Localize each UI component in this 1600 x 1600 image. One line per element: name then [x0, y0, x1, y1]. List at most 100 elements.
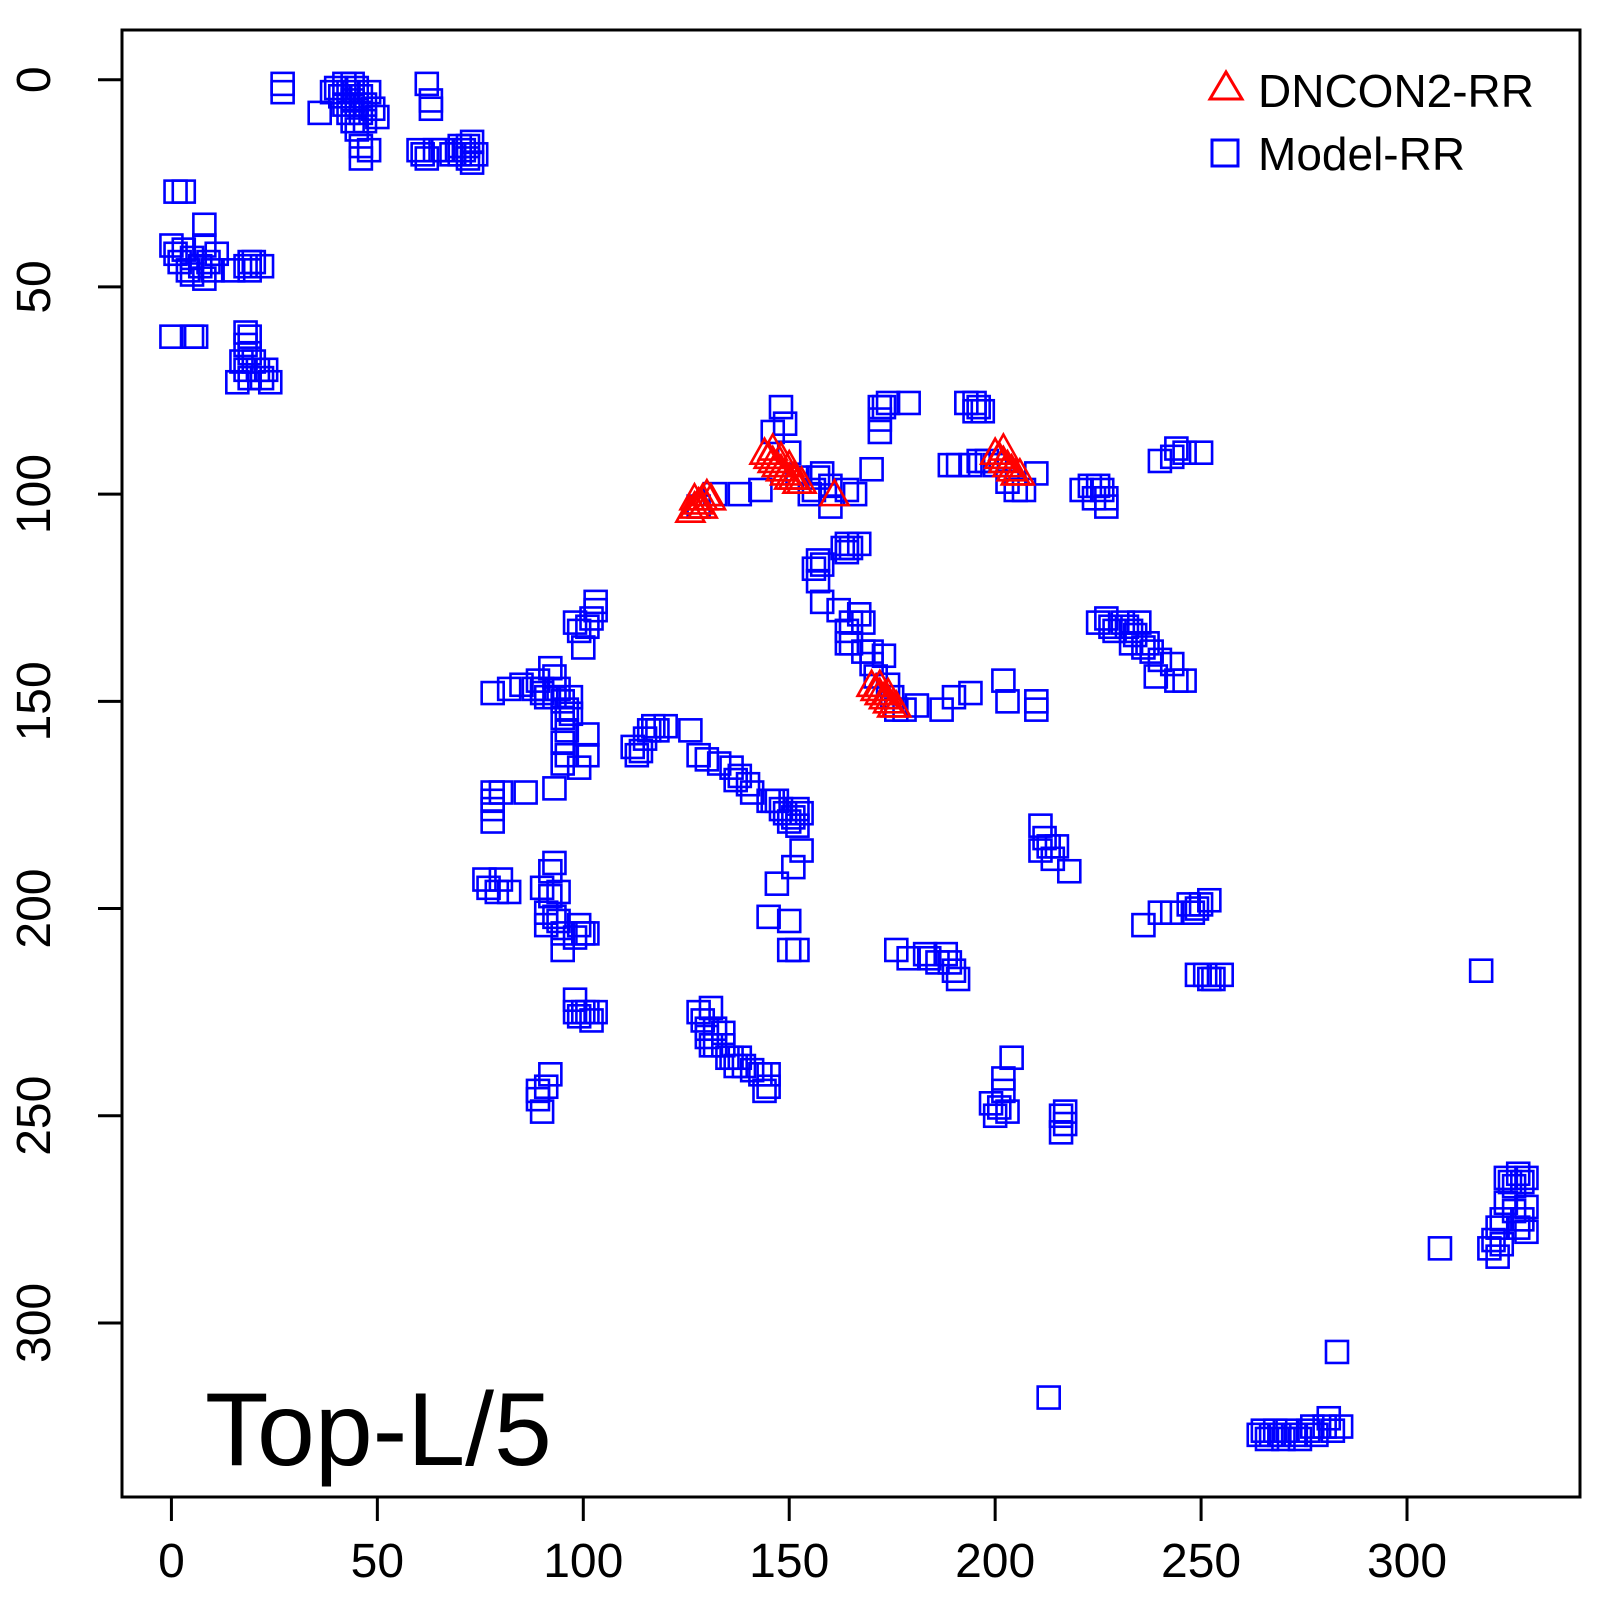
- model-rr-point: [1514, 1219, 1539, 1245]
- model-rr-point: [801, 556, 827, 582]
- model-rr-point: [179, 245, 205, 271]
- model-rr-point: [241, 349, 267, 374]
- model-rr-point: [859, 456, 884, 482]
- model-rr-point: [719, 755, 744, 780]
- model-rr-point: [1514, 1194, 1539, 1220]
- model-rr-point: [196, 249, 221, 275]
- model-rr-point: [1180, 900, 1206, 925]
- model-rr-point: [1501, 1173, 1527, 1199]
- model-rr-point: [1246, 1422, 1272, 1448]
- model-rr-point: [233, 253, 258, 279]
- model-rr-point: [554, 742, 580, 768]
- dncon2-rr-point: [987, 431, 1020, 461]
- model-rr-point: [1122, 622, 1148, 648]
- model-rr-point: [1201, 966, 1226, 992]
- model-rr-point: [1098, 614, 1123, 640]
- model-rr-point: [249, 253, 275, 279]
- x-axis: 0 50 100 150 200 250 300: [158, 1495, 1447, 1588]
- legend-label-dncon2-rr: DNCON2-RR: [1258, 65, 1534, 117]
- model-rr-point: [451, 137, 477, 163]
- model-rr-point: [1188, 892, 1214, 917]
- model-rr-point: [414, 71, 440, 97]
- model-rr-point: [904, 693, 930, 718]
- x-tick-label: 0: [158, 1535, 185, 1588]
- model-rr-point: [179, 262, 205, 287]
- model-rr-point: [472, 867, 497, 892]
- model-rr-point: [966, 394, 991, 420]
- model-rr-point: [991, 668, 1016, 693]
- plot-frame: [120, 28, 1582, 1499]
- model-rr-point: [1505, 1161, 1531, 1187]
- model-rr-point: [781, 805, 806, 830]
- model-rr-point: [982, 1103, 1008, 1129]
- model-rr-point: [912, 941, 938, 967]
- model-rr-point: [1510, 1207, 1535, 1232]
- model-rr-point: [327, 84, 353, 109]
- model-rr-point: [772, 800, 798, 826]
- model-rr-point: [686, 999, 711, 1025]
- y-tick-label: 200: [8, 868, 61, 948]
- model-rr-point: [892, 697, 917, 722]
- model-rr-point: [1184, 896, 1210, 921]
- model-rr-point: [554, 718, 580, 743]
- model-rr-point: [513, 780, 538, 805]
- model-rr-point: [233, 332, 258, 358]
- model-rr-point: [1048, 1103, 1074, 1129]
- dncon2-rr-point: [818, 477, 851, 507]
- model-rr-point: [550, 921, 575, 946]
- model-rr-point: [480, 796, 505, 822]
- model-rr-point: [463, 142, 489, 167]
- model-rr-point: [542, 904, 567, 930]
- model-rr-point: [1069, 477, 1094, 503]
- model-rr-point: [1159, 444, 1185, 470]
- model-rr-point: [575, 921, 600, 946]
- model-rr-point: [772, 411, 798, 436]
- model-rr-point: [562, 987, 588, 1013]
- model-rr-point: [1089, 477, 1115, 503]
- model-rr-point: [641, 713, 666, 739]
- model-rr-point: [204, 241, 230, 267]
- model-rr-point: [1159, 651, 1185, 677]
- model-rr-point: [1254, 1426, 1280, 1452]
- model-rr-point: [225, 369, 250, 395]
- model-rr-point: [1147, 448, 1173, 474]
- model-rr-point: [875, 390, 901, 416]
- model-rr-point: [846, 531, 872, 557]
- y-tick-label: 150: [8, 661, 61, 741]
- model-rr-point: [455, 133, 481, 159]
- model-rr-point: [760, 419, 786, 445]
- model-rr-point: [529, 676, 555, 702]
- model-rr-point: [867, 419, 893, 445]
- model-rr-point: [1328, 1414, 1354, 1439]
- model-rr-point: [319, 79, 345, 105]
- y-tick-label: 250: [8, 1076, 61, 1156]
- model-rr-point: [838, 535, 864, 561]
- model-rr-point: [1131, 635, 1156, 660]
- model-rr-point: [365, 104, 390, 130]
- model-rr-point: [711, 1020, 736, 1046]
- dncon2-rr-point: [1003, 456, 1037, 486]
- model-rr-point: [1485, 1244, 1510, 1269]
- model-rr-point: [270, 79, 295, 105]
- model-rr-point: [352, 108, 378, 134]
- model-rr-point: [200, 258, 225, 283]
- model-rr-point: [789, 838, 814, 863]
- model-rr-point: [851, 639, 876, 664]
- model-rr-point: [884, 937, 909, 963]
- model-rr-point: [529, 1099, 555, 1124]
- model-rr-point: [731, 1053, 757, 1079]
- model-rr-point: [1139, 639, 1164, 664]
- model-rr-point: [237, 340, 262, 366]
- model-rr-point: [323, 75, 349, 101]
- model-rr-point: [958, 452, 983, 478]
- model-rr-point: [509, 672, 534, 698]
- model-rr-point: [937, 950, 963, 975]
- model-rr-point: [550, 751, 575, 776]
- model-rr-point: [220, 258, 246, 283]
- model-rr-point: [846, 602, 872, 627]
- model-rr-point: [1192, 962, 1218, 988]
- model-rr-point: [1024, 697, 1049, 722]
- model-rr-point: [480, 809, 505, 834]
- model-rr-point: [237, 324, 262, 349]
